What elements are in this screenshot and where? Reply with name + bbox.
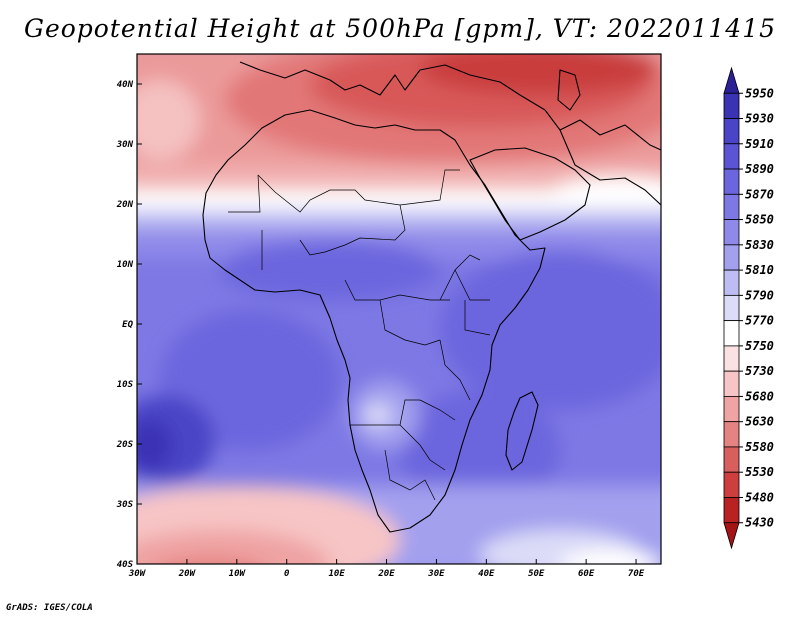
colorbar-swatch [723,143,740,170]
sahara-borders [257,169,460,213]
x-tick-label: 50E [528,569,545,579]
colorbar-label: 5630 [745,415,774,429]
geopotential-field [137,54,661,564]
colorbar-label: 5430 [745,516,774,530]
colorbar-swatch [723,294,740,322]
colorbar-swatch [723,522,740,550]
y-tick-label: 20N [116,200,134,210]
y-tick-label: EQ [122,320,133,330]
colorbar-label: 5730 [745,364,774,378]
arabia-outline [469,147,591,241]
footer-credit: GrADS: IGES/COLA [6,603,93,613]
colorbar-label: 5530 [745,465,774,479]
colorbar-label: 5790 [745,288,774,302]
colorbar-label: 5750 [745,339,774,353]
map-frame [136,53,662,565]
colorbar: 5950 5930 5910 5890 5870 5850 5830 5810 5790 5770… [723,66,774,550]
colorbar-swatch [723,320,740,347]
x-axis: 30W 20W 10W 0 10E 20E 30E 40E 50E 60E 70E [128,559,645,579]
y-tick-label: 40S [117,560,134,570]
colorbar-swatch [723,396,740,423]
colorbar-swatch [723,92,740,119]
colorbar-swatch [723,345,740,372]
europe-coast [239,61,546,111]
country-borders [228,169,491,501]
y-axis: 40N 30N 20N 10N EQ 10S 20S 30S 40S [116,80,142,570]
x-tick-label: 70E [628,569,645,579]
southern-africa-borders [350,399,456,501]
colorbar-label: 5580 [745,440,774,454]
east-africa-borders [439,269,491,401]
colorbar-label: 5680 [745,389,774,403]
colorbar-label: 5810 [745,263,774,277]
colorbar-swatch [723,446,740,473]
colorbar-swatch [723,66,740,94]
colorbar-swatch [723,497,740,524]
coastlines [202,61,661,533]
x-tick-label: 20E [377,569,395,579]
madagascar-outline [505,391,539,471]
colorbar-swatch [723,193,740,220]
map-title: Geopotential Height at 500hPa [gpm], VT:… [23,14,777,43]
x-tick-label: 60E [578,569,595,579]
x-tick-label: 10E [328,569,345,579]
y-tick-label: 40N [117,80,134,90]
colorbar-swatch [723,168,740,195]
y-tick-label: 10N [117,260,134,270]
colorbar-swatch [723,219,740,246]
colorbar-swatch [723,421,740,448]
caspian-outline [557,69,581,111]
colorbar-swatch [723,370,740,397]
west-africa-borders [228,174,406,270]
colorbar-swatch [723,471,740,498]
colorbar-label: 5870 [745,187,774,201]
x-tick-label: 10W [229,569,247,579]
colorbar-label: 5950 [745,86,774,100]
colorbar-swatch [723,244,740,271]
colorbar-label: 5890 [745,162,774,176]
y-tick-label: 30S [116,500,134,510]
colorbar-label: 5910 [745,137,774,151]
x-tick-label: 30E [427,569,445,579]
x-tick-label: 40E [478,569,495,579]
mideast-borders [544,109,661,206]
x-tick-label: 0 [284,569,290,579]
x-tick-label: 20W [178,569,197,579]
y-tick-label: 30N [116,140,134,150]
y-tick-label: 10S [117,380,134,390]
y-tick-label: 20S [116,440,134,450]
central-africa-borders [344,254,481,346]
x-tick-label: 30W [128,569,147,579]
colorbar-label: 5770 [745,314,774,328]
africa-outline [202,109,546,533]
colorbar-swatch [723,118,740,145]
colorbar-swatch [723,269,740,296]
colorbar-label: 5830 [745,238,774,252]
colorbar-label: 5480 [745,490,774,504]
colorbar-label: 5850 [745,213,774,227]
colorbar-label: 5930 [745,112,774,126]
